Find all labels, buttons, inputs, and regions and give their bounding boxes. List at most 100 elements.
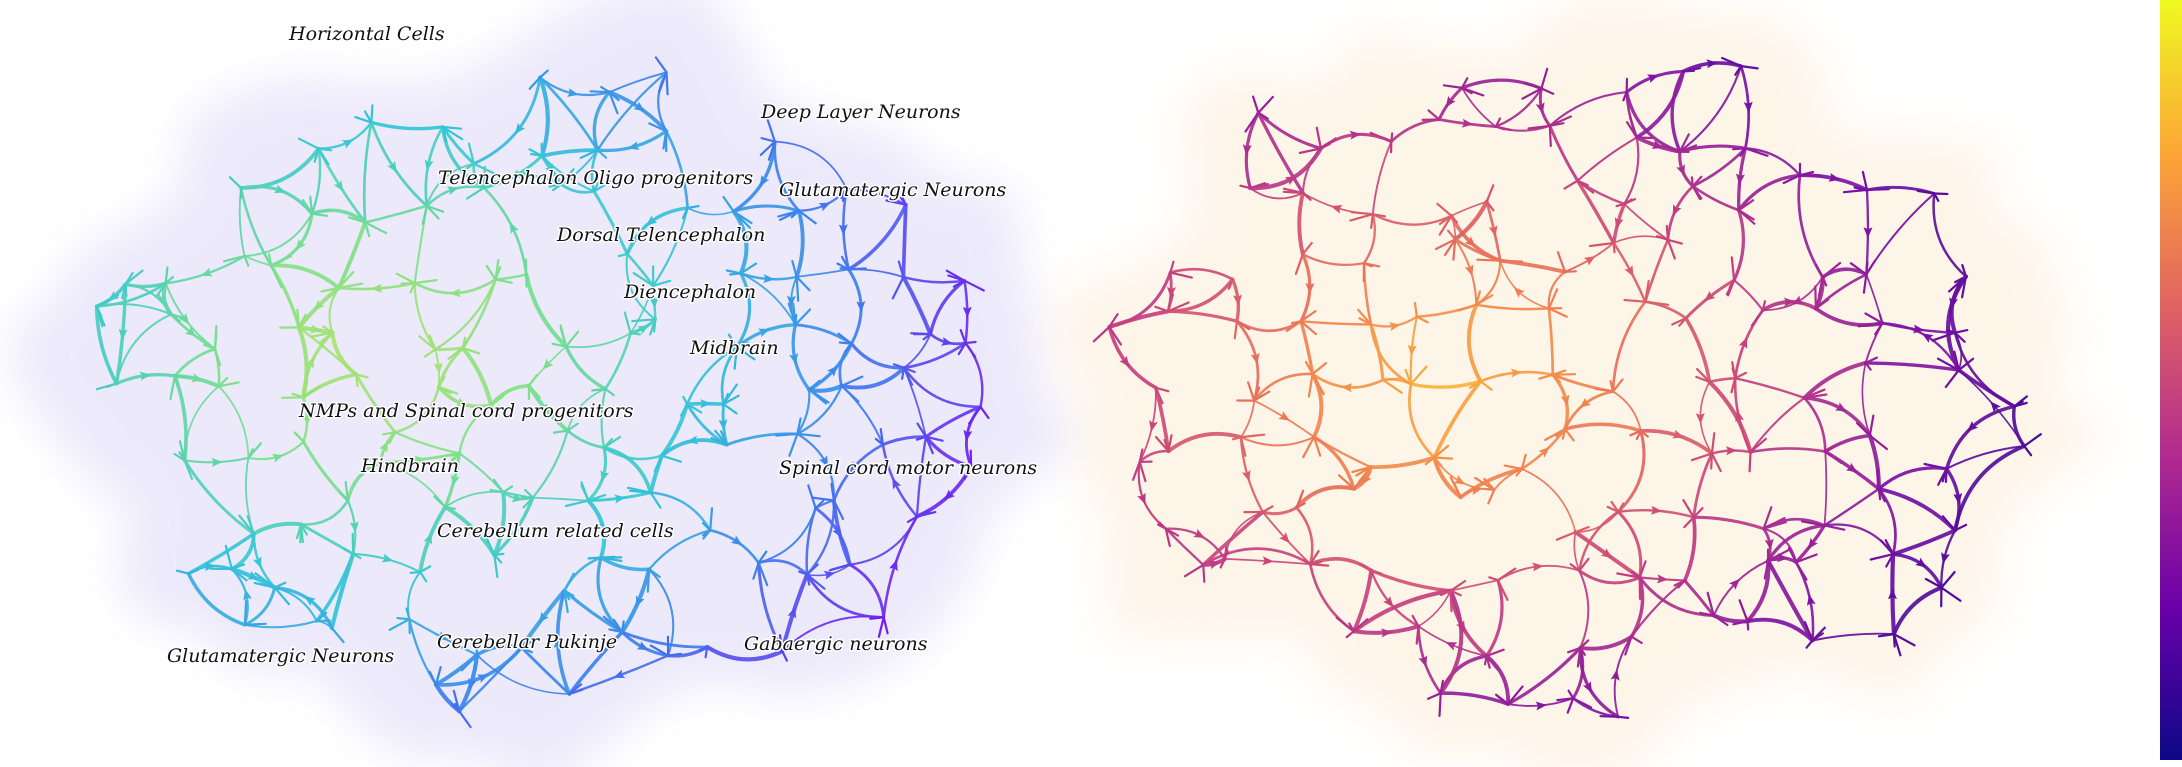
trajectory-edge: [1107, 309, 1171, 329]
trajectory-spike: [423, 348, 437, 358]
trajectory-edge: [1682, 515, 1697, 583]
trajectory-spike: [1547, 307, 1568, 318]
trajectory-edge: [1239, 436, 1315, 447]
trajectory-spike: [1933, 192, 1949, 196]
trajectory-spike: [300, 523, 304, 544]
trajectory-arrow: [718, 419, 728, 431]
trajectory-spike: [528, 76, 542, 90]
trajectory-edge: [434, 278, 497, 351]
trajectory-spike: [1916, 189, 1936, 195]
trajectory-spike: [1108, 313, 1119, 328]
trajectory-spike: [760, 137, 776, 143]
trajectory-spike: [1864, 356, 1878, 364]
trajectory-spike: [1231, 436, 1242, 441]
trajectory-arrow: [295, 238, 306, 251]
trajectory-arrow: [455, 397, 468, 407]
trajectory-spike: [164, 276, 174, 285]
trajectory-spike: [1499, 259, 1524, 263]
trajectory-spike: [482, 165, 486, 189]
trajectory-edge: [251, 521, 304, 536]
trajectory-spike: [1371, 213, 1386, 218]
trajectory-spike: [1138, 460, 1147, 483]
trajectory-arrow: [1445, 642, 1458, 651]
trajectory-spike: [1450, 214, 1458, 224]
trajectory-spike: [224, 544, 233, 570]
trajectory-spike: [1940, 571, 1956, 589]
trajectory-edge: [1691, 146, 1747, 188]
trajectory-spike: [1892, 633, 1896, 648]
trajectory-arrow: [1600, 548, 1613, 559]
right-trajectory-edges: [1092, 56, 2042, 719]
trajectory-arrow: [1464, 236, 1476, 248]
trajectory-spike: [830, 482, 835, 502]
trajectory-spike: [1609, 380, 1615, 393]
trajectory-arrow: [1535, 701, 1547, 711]
trajectory-spike: [1732, 147, 1747, 151]
trajectory-spike: [1696, 367, 1711, 383]
trajectory-spike: [759, 140, 776, 156]
trajectory-arrow: [1193, 529, 1206, 539]
trajectory-edge: [735, 271, 752, 349]
trajectory-spike: [527, 384, 541, 399]
trajectory-spike: [752, 561, 760, 580]
trajectory-spike: [270, 255, 293, 267]
trajectory-spike: [1578, 557, 1590, 572]
trajectory-spike: [322, 325, 334, 334]
trajectory-edge: [1573, 531, 1581, 572]
trajectory-edge: [1563, 422, 1643, 433]
trajectory-arrow: [786, 295, 796, 307]
trajectory-spike: [348, 552, 355, 569]
trajectory-spike: [735, 341, 750, 349]
trajectory-arrow: [387, 160, 398, 173]
trajectory-arrow: [1706, 59, 1718, 69]
trajectory-arrow: [1464, 264, 1474, 277]
trajectory-edge: [1166, 309, 1239, 323]
trajectory-arrow: [302, 414, 312, 426]
trajectory-spike: [1615, 202, 1626, 208]
trajectory-arrow: [1453, 475, 1466, 485]
trajectory-spike: [1678, 144, 1698, 153]
trajectory-spike: [632, 272, 655, 287]
trajectory-edge: [243, 620, 318, 629]
trajectory-edge: [567, 630, 624, 696]
trajectory-spike: [1678, 133, 1690, 153]
trajectory-spike: [441, 125, 463, 130]
trajectory-spike: [901, 366, 906, 380]
trajectory-spike: [1338, 474, 1355, 490]
trajectory-spike: [1821, 276, 1828, 287]
trajectory-spike: [449, 452, 461, 466]
trajectory-spike: [775, 432, 799, 437]
trajectory-spike: [548, 183, 563, 188]
trajectory-spike: [653, 454, 663, 473]
trajectory-spike: [1413, 301, 1418, 318]
trajectory-spike: [1638, 560, 1647, 579]
trajectory-spike: [344, 481, 349, 502]
trajectory-spike: [882, 616, 889, 635]
trajectory-spike: [979, 405, 990, 420]
trajectory-edge: [425, 162, 475, 207]
trajectory-arrow: [1743, 101, 1753, 113]
trajectory-spike: [596, 149, 608, 159]
trajectory-spike: [1349, 213, 1374, 222]
trajectory-spike: [2023, 433, 2042, 448]
trajectory-spike: [791, 259, 798, 278]
trajectory-arrow: [1949, 297, 1958, 309]
trajectory-edge: [1749, 447, 1827, 454]
trajectory-arrow: [633, 101, 646, 112]
trajectory-spike: [832, 499, 845, 520]
trajectory-spike: [475, 644, 479, 657]
trajectory-spike: [1183, 563, 1205, 578]
trajectory-arrow: [333, 179, 344, 192]
trajectory-edge: [1138, 449, 1170, 464]
trajectory-spike: [169, 374, 176, 400]
trajectory-spike: [1154, 305, 1170, 313]
trajectory-edge: [243, 255, 272, 267]
trajectory-edge: [652, 206, 689, 287]
trajectory-edge: [239, 186, 273, 267]
trajectory-spike: [916, 422, 927, 438]
trajectory-edge: [794, 208, 805, 279]
trajectory-arrow: [1783, 297, 1796, 307]
trajectory-edge: [531, 429, 569, 499]
trajectory-arrow: [614, 494, 626, 504]
trajectory-spike: [1710, 432, 1716, 455]
